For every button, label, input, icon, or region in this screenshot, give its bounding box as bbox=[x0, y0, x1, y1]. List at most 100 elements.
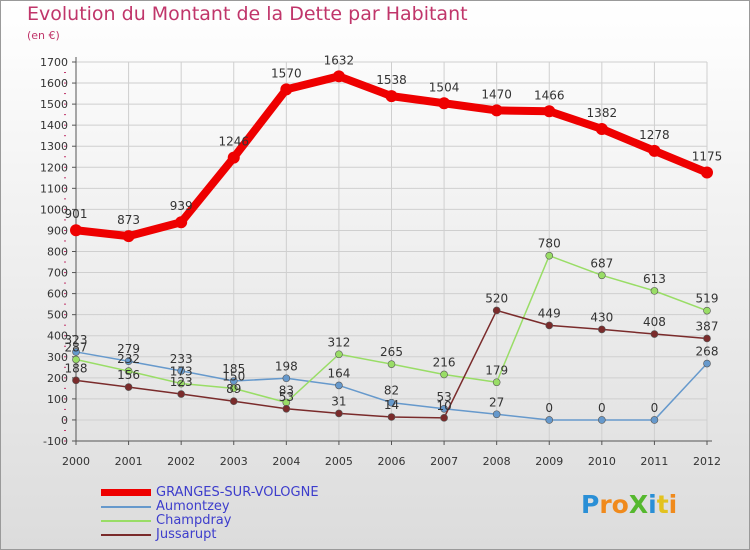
data-point bbox=[229, 397, 238, 406]
y-tick-label: 1300 bbox=[40, 140, 68, 153]
data-label: 173 bbox=[170, 365, 193, 379]
data-point bbox=[387, 398, 396, 407]
data-point bbox=[598, 325, 606, 334]
data-label: 1470 bbox=[481, 87, 512, 101]
data-point bbox=[229, 384, 238, 393]
data-label: 279 bbox=[117, 342, 140, 356]
logo-letter: r bbox=[599, 490, 612, 519]
data-label: 198 bbox=[275, 359, 298, 373]
y-tick-label: 1600 bbox=[40, 77, 68, 90]
data-label: 1175 bbox=[692, 150, 723, 164]
x-tick-label: 2004 bbox=[272, 455, 300, 468]
data-label: 939 bbox=[170, 199, 193, 213]
y-tick-label: 1100 bbox=[40, 182, 68, 195]
data-label: 0 bbox=[651, 401, 659, 415]
data-point bbox=[648, 144, 661, 157]
data-point bbox=[124, 383, 133, 391]
data-point bbox=[387, 360, 396, 368]
data-point bbox=[175, 216, 188, 229]
data-point bbox=[703, 306, 711, 315]
legend-label: GRANGES-SUR-VOLOGNE bbox=[156, 485, 319, 500]
data-point bbox=[72, 348, 80, 356]
data-point bbox=[492, 306, 501, 315]
logo-letter: i bbox=[648, 490, 657, 519]
data-label: 613 bbox=[643, 272, 666, 286]
data-point bbox=[701, 166, 713, 179]
data-label: 449 bbox=[538, 306, 561, 320]
data-point bbox=[545, 416, 554, 424]
data-point bbox=[598, 416, 606, 424]
y-tick-label: 100 bbox=[47, 393, 68, 406]
data-label: 185 bbox=[222, 362, 245, 376]
data-point bbox=[335, 350, 343, 359]
data-label: 268 bbox=[696, 345, 719, 359]
data-label: 0 bbox=[598, 401, 606, 415]
data-label: 179 bbox=[485, 363, 508, 377]
y-tick-label: 600 bbox=[47, 288, 68, 301]
x-tick-label: 2012 bbox=[693, 455, 721, 468]
data-point bbox=[177, 390, 185, 398]
data-point bbox=[335, 381, 343, 390]
data-point bbox=[122, 230, 135, 243]
data-label: 232 bbox=[117, 352, 140, 366]
data-label: 1278 bbox=[639, 128, 670, 142]
chart-subtitle: (en €) bbox=[27, 29, 60, 42]
data-label: 780 bbox=[538, 237, 561, 251]
data-point bbox=[543, 105, 556, 118]
data-label: 1466 bbox=[534, 88, 565, 102]
data-point bbox=[385, 90, 398, 103]
data-point bbox=[280, 83, 293, 96]
data-point bbox=[177, 367, 185, 375]
data-point bbox=[650, 416, 659, 424]
y-tick-label: 500 bbox=[47, 309, 68, 322]
data-label: 430 bbox=[590, 310, 613, 324]
data-label: 0 bbox=[545, 401, 553, 415]
y-tick-label: 300 bbox=[47, 351, 68, 364]
data-point bbox=[282, 404, 291, 413]
data-label: 265 bbox=[380, 345, 403, 359]
y-tick-label: 1200 bbox=[40, 161, 68, 174]
data-label: 873 bbox=[117, 213, 140, 227]
data-point bbox=[124, 367, 133, 375]
y-tick-label: 900 bbox=[47, 224, 68, 237]
data-point bbox=[70, 224, 82, 237]
legend-swatch bbox=[101, 534, 151, 536]
data-point bbox=[492, 410, 501, 419]
x-tick-label: 2005 bbox=[325, 455, 353, 468]
data-label: 1632 bbox=[324, 53, 355, 67]
data-label: 82 bbox=[384, 384, 399, 398]
data-label: 408 bbox=[643, 315, 666, 329]
data-point bbox=[545, 321, 554, 330]
data-label: 520 bbox=[485, 291, 508, 305]
y-tick-label: 1700 bbox=[40, 56, 68, 69]
data-point bbox=[703, 334, 711, 343]
x-tick-label: 2011 bbox=[640, 455, 668, 468]
data-label: 150 bbox=[222, 369, 245, 383]
data-point bbox=[177, 379, 185, 388]
y-tick-label: 1500 bbox=[40, 98, 68, 111]
x-tick-label: 2000 bbox=[62, 455, 90, 468]
data-point bbox=[440, 414, 448, 422]
data-label: 519 bbox=[696, 292, 719, 306]
data-label: 156 bbox=[117, 368, 140, 382]
data-label: 1504 bbox=[429, 80, 460, 94]
x-tick-label: 2001 bbox=[115, 455, 143, 468]
data-label: 14 bbox=[384, 398, 399, 412]
data-point bbox=[282, 374, 291, 383]
data-label: 89 bbox=[226, 382, 241, 396]
y-tick-label: 1400 bbox=[40, 119, 68, 132]
x-tick-label: 2010 bbox=[588, 455, 616, 468]
data-label: 1246 bbox=[218, 135, 249, 149]
data-label: 312 bbox=[327, 335, 350, 349]
y-tick-label: 800 bbox=[47, 246, 68, 259]
data-label: 901 bbox=[65, 207, 88, 221]
x-tick-label: 2009 bbox=[535, 455, 563, 468]
legend-label: Aumontzey bbox=[156, 499, 230, 514]
logo-letter: o bbox=[611, 490, 629, 519]
x-tick-label: 2007 bbox=[430, 455, 458, 468]
data-label: 10 bbox=[436, 399, 451, 413]
data-point bbox=[545, 251, 554, 260]
data-point bbox=[72, 355, 80, 364]
data-label: 287 bbox=[65, 341, 88, 355]
